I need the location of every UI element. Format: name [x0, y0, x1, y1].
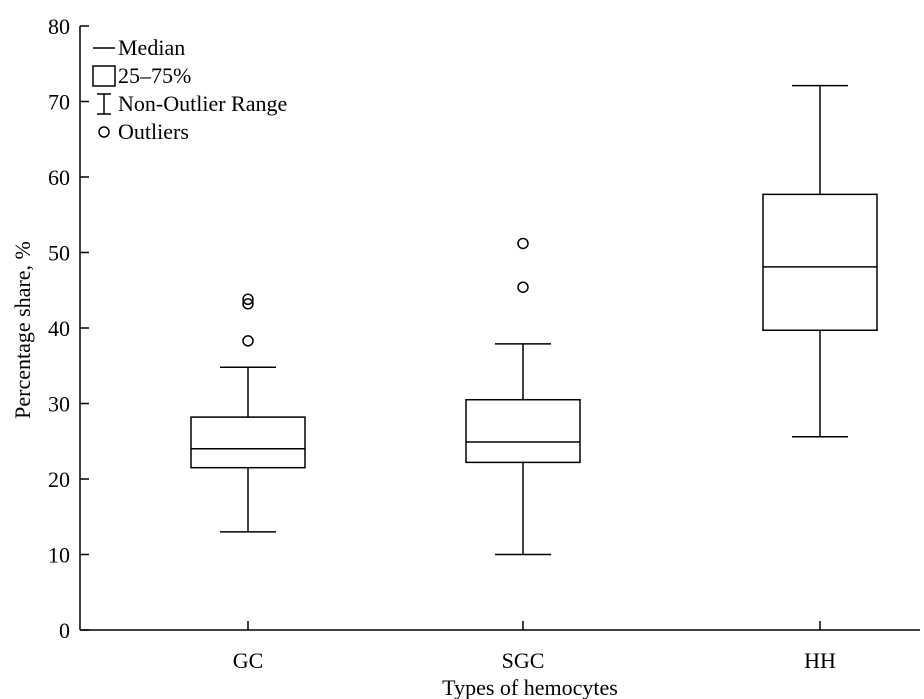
iqr-box: [190, 416, 306, 469]
x-axis-title: Types of hemocytes: [442, 675, 618, 699]
outlier-point: [517, 281, 529, 293]
legend-label: Outliers: [118, 119, 189, 144]
boxes: [190, 84, 878, 556]
legend: Median 25–75% Non-Outlier Range Outliers: [92, 35, 287, 144]
box-group-sgc: [465, 237, 581, 556]
legend-box-symbol: [92, 65, 116, 87]
x-tick-label: SGC: [502, 648, 545, 673]
legend-item-median: Median: [93, 35, 185, 60]
outlier-point: [242, 335, 254, 347]
y-tick-label: 70: [48, 90, 70, 115]
box-group-hh: [762, 84, 878, 438]
y-tick-label: 40: [48, 316, 70, 341]
y-tick-label: 80: [48, 14, 70, 39]
legend-item-outlier: Outliers: [98, 119, 189, 144]
y-tick-label: 10: [48, 543, 70, 568]
y-axis-ticks: 0 10 20 30 40 50 60 70 80: [48, 14, 89, 643]
legend-label: Non-Outlier Range: [118, 91, 287, 116]
legend-outlier-symbol: [98, 126, 110, 138]
plot-area: 0 10 20 30 40 50 60 70 80 GC SGC HH: [48, 14, 920, 673]
outlier-point: [517, 237, 529, 250]
x-tick-label: HH: [804, 648, 836, 673]
y-tick-label: 30: [48, 392, 70, 417]
y-tick-label: 20: [48, 467, 70, 492]
outlier-point: [242, 293, 254, 306]
y-tick-label: 50: [48, 241, 70, 266]
y-tick-label: 0: [59, 618, 70, 643]
y-axis-title: Percentage share, %: [10, 241, 35, 419]
legend-item-whisker: Non-Outlier Range: [97, 91, 287, 116]
legend-item-box: 25–75%: [92, 63, 191, 88]
iqr-box: [465, 398, 581, 464]
iqr-box: [762, 193, 878, 332]
x-tick-label: GC: [233, 648, 264, 673]
outlier-point: [242, 298, 254, 310]
legend-label: 25–75%: [118, 63, 191, 88]
x-axis-ticks: GC SGC HH: [233, 621, 836, 673]
box-group-gc: [190, 293, 306, 533]
y-tick-label: 60: [48, 165, 70, 190]
legend-label: Median: [118, 35, 185, 60]
